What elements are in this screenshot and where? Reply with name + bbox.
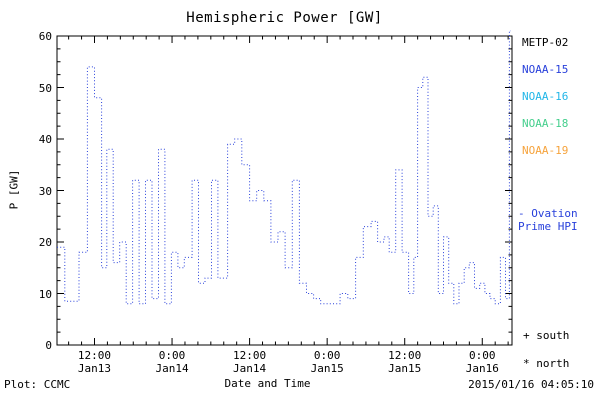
legend-item-noaa-18: NOAA-18 bbox=[522, 117, 569, 130]
ovation-line1: - Ovation bbox=[518, 207, 578, 220]
x-tick-label: 0:00 Jan16 bbox=[456, 349, 508, 375]
x-axis-title: Date and Time bbox=[224, 377, 311, 390]
y-tick-label: 50 bbox=[38, 81, 52, 95]
south-marker-label: + south bbox=[523, 329, 570, 342]
y-tick-label: 0 bbox=[45, 339, 52, 352]
x-tick-time: 0:00 bbox=[313, 349, 341, 362]
plot-source: Plot: CCMC bbox=[4, 378, 71, 391]
x-tick-time: 0:00 bbox=[469, 349, 496, 362]
y-tick-label: 40 bbox=[38, 133, 52, 146]
timestamp: 2015/01/16 04:05:10 bbox=[468, 378, 594, 391]
plot-frame bbox=[56, 35, 513, 346]
x-tick-label: 12:00 Jan13 bbox=[68, 349, 120, 375]
x-tick-label: 0:00 Jan15 bbox=[301, 349, 353, 375]
x-tick-date: Jan14 bbox=[233, 362, 267, 375]
legend-item-noaa-19: NOAA-19 bbox=[522, 144, 569, 157]
y-axis-title: P [GW] bbox=[7, 169, 21, 210]
x-tick-label: 0:00 Jan14 bbox=[146, 349, 198, 375]
north-marker-label: * north bbox=[523, 357, 570, 370]
x-tick-date: Jan15 bbox=[310, 362, 344, 375]
ovation-line2: Prime HPI bbox=[518, 220, 578, 233]
x-tick-time: 0:00 bbox=[158, 349, 186, 362]
x-tick-time: 12:00 bbox=[388, 349, 422, 362]
x-tick-label: 12:00 Jan14 bbox=[224, 349, 276, 375]
legend-item-noaa-16: NOAA-16 bbox=[522, 90, 569, 103]
hpi-trace bbox=[57, 30, 511, 305]
x-tick-date: Jan14 bbox=[155, 362, 189, 375]
y-tick-label: 30 bbox=[38, 184, 52, 198]
x-tick-time: 12:00 bbox=[77, 349, 112, 362]
y-tick-label: 20 bbox=[38, 236, 52, 249]
x-tick-label: 12:00 Jan15 bbox=[379, 349, 431, 375]
legend-item-metp-02: METP-02 bbox=[522, 36, 569, 49]
y-tick-label: 10 bbox=[38, 287, 52, 301]
x-tick-date: Jan16 bbox=[465, 362, 499, 375]
y-tick-label: 60 bbox=[38, 30, 52, 43]
x-tick-date: Jan15 bbox=[388, 362, 422, 375]
satellite-legend: METP-02 NOAA-15 NOAA-16 NOAA-18 NOAA-19 bbox=[522, 36, 568, 171]
ovation-prime-hpi-label: - Ovation Prime HPI bbox=[518, 207, 578, 233]
chart-title: Hemispheric Power [GW] bbox=[186, 10, 383, 26]
x-tick-date: Jan13 bbox=[77, 362, 112, 375]
x-tick-time: 12:00 bbox=[233, 349, 267, 362]
legend-item-noaa-15: NOAA-15 bbox=[522, 63, 569, 76]
